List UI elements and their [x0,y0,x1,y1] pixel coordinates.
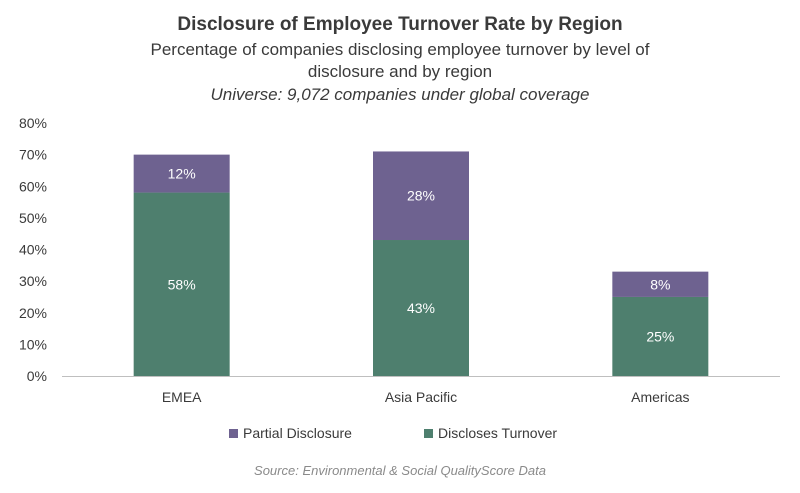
legend-item-partial-disclosure: Partial Disclosure [229,424,352,442]
y-tick-label: 20% [19,305,47,321]
data-label: 12% [168,166,196,182]
x-tick-label: Americas [631,389,689,405]
legend-label-discloses: Discloses Turnover [438,425,558,441]
legend-swatch-partial [229,428,238,438]
data-label: 28% [407,188,435,204]
y-tick-label: 40% [19,242,47,258]
chart-source: Source: Environmental & Social QualitySc… [254,463,546,478]
y-tick-label: 80% [19,115,47,131]
legend-label-partial: Partial Disclosure [243,425,352,441]
data-label: 8% [650,276,670,292]
bar-partial [612,271,709,297]
legend-item-discloses-turnover: Discloses Turnover [424,424,557,442]
bar-discloses [612,296,709,376]
y-tick-label: 10% [19,336,47,352]
x-tick-label: Asia Pacific [385,389,457,405]
legend-swatch-discloses [424,428,433,438]
data-label: 25% [646,328,674,344]
y-tick-label: 50% [19,210,47,226]
bar-discloses [133,192,230,376]
bar-partial [133,154,230,193]
y-tick-label: 0% [27,368,47,384]
chart-universe-note: Universe: 9,072 companies under global c… [210,85,590,104]
chart-title: Disclosure of Employee Turnover Rate by … [177,14,623,35]
bar-partial [373,151,469,241]
y-tick-label: 30% [19,273,47,289]
bar-discloses [373,240,469,376]
chart-subtitle: Percentage of companies disclosing emplo… [150,40,650,81]
y-tick-label: 70% [19,147,47,163]
data-label: 43% [407,300,435,316]
data-label: 58% [168,276,196,292]
x-tick-label: EMEA [162,389,202,405]
y-tick-label: 60% [19,178,47,194]
